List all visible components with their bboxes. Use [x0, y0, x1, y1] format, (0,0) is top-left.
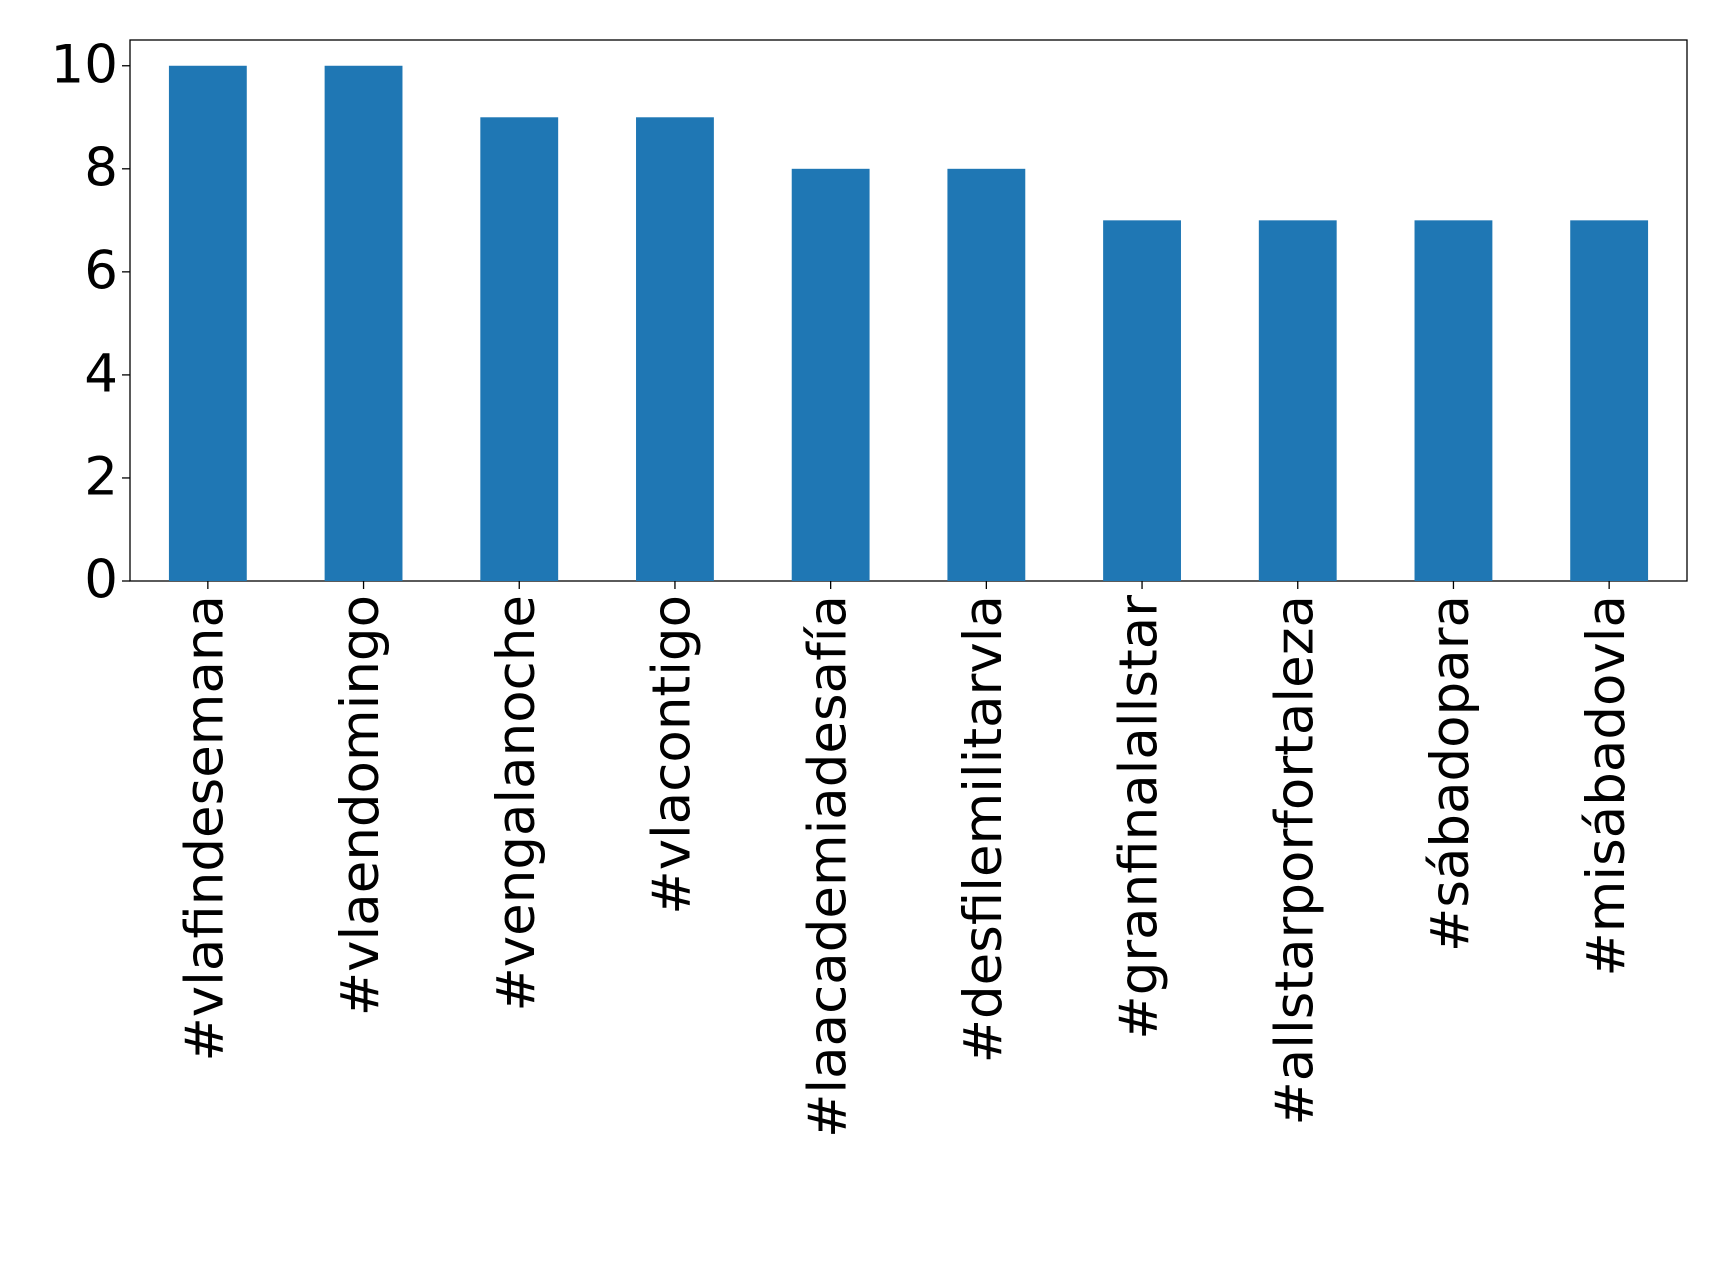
x-tick-label: #vlaendomingo	[330, 595, 391, 1016]
x-tick-label: #vlacontigo	[642, 595, 703, 915]
bar	[168, 65, 247, 581]
x-tick-label: #vlafindesemana	[174, 595, 235, 1062]
bar	[1414, 220, 1493, 582]
x-tick-label: #desfilemilitarvla	[953, 595, 1014, 1063]
y-tick-label: 0	[84, 550, 118, 611]
x-tick-label: #granfinalallstar	[1109, 595, 1170, 1040]
bar	[636, 117, 714, 582]
bar	[791, 168, 870, 582]
x-tick-label: #vengalanoche	[486, 595, 547, 1012]
bar	[1103, 220, 1181, 582]
y-tick-label: 6	[84, 240, 118, 301]
y-tick-label: 10	[51, 34, 118, 95]
plot-frame	[129, 39, 1688, 582]
bar	[1258, 220, 1337, 582]
x-tick-label: #sábadopara	[1420, 595, 1481, 952]
y-tick-label: 2	[84, 447, 118, 508]
bar	[324, 65, 403, 581]
bar	[947, 168, 1026, 582]
x-tick-label: #misábadovla	[1576, 595, 1637, 977]
y-tick-label: 4	[84, 344, 118, 405]
y-tick-label: 8	[84, 137, 118, 198]
bar	[480, 117, 559, 582]
x-tick-label: #laacademiadesafía	[797, 595, 858, 1138]
x-tick-label: #allstarporfortaleza	[1264, 595, 1325, 1126]
bar	[1570, 220, 1649, 582]
